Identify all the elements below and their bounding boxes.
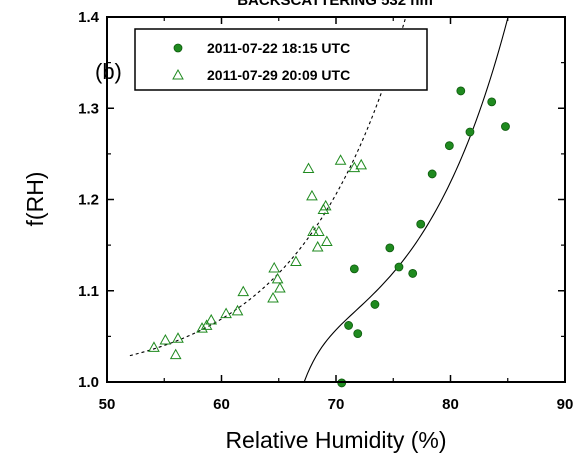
data-point-series-1 [501, 122, 510, 131]
y-tick-label: 1.0 [78, 374, 99, 391]
data-point-series-2 [172, 332, 184, 343]
data-point-series-2 [169, 348, 182, 360]
y-tick-label: 1.2 [78, 192, 99, 209]
data-point-series-1 [427, 169, 437, 179]
data-point-series-2 [237, 285, 250, 297]
data-point-series-1 [416, 219, 426, 229]
data-point-series-2 [311, 240, 324, 252]
legend-box [134, 28, 428, 91]
x-tick-label: 70 [328, 396, 345, 413]
data-point-series-1 [465, 127, 475, 137]
x-tick-label: 80 [442, 396, 459, 413]
fit-lines [129, 17, 509, 382]
data-point-series-2 [319, 199, 332, 211]
legend: 2011-07-22 18:15 UTC 2011-07-29 20:09 UT… [134, 28, 428, 91]
data-point-series-2 [268, 261, 281, 273]
legend-label-series-2: 2011-07-29 20:09 UTC [207, 67, 350, 83]
data-point-series-2 [306, 189, 318, 201]
x-tick-label: 50 [99, 396, 116, 413]
data-point-series-1 [456, 86, 466, 96]
legend-label-series-1: 2011-07-22 18:15 UTC [207, 40, 350, 56]
data-point-series-1 [353, 329, 363, 339]
axis-tick-labels: 50 60 70 80 90 1.0 1.1 1.2 1.3 1.4 [78, 9, 573, 413]
data-point-series-1 [370, 300, 380, 309]
y-axis-title: f(RH) [22, 172, 48, 227]
data-point-series-1 [487, 97, 497, 107]
data-point-series-2 [355, 158, 368, 170]
data-point-series-2 [307, 225, 319, 236]
data-point-series-2 [271, 272, 284, 284]
data-point-series-2 [159, 333, 172, 345]
x-tick-label: 90 [557, 396, 574, 413]
data-point-series-2 [267, 292, 279, 303]
chart-title: BACKSCATTERING 532 nm [237, 0, 433, 9]
legend-marker-filled-circle [173, 43, 183, 53]
data-point-series-1 [444, 141, 454, 151]
data-point-series-1 [349, 264, 359, 274]
legend-marker-open-triangle [172, 68, 184, 80]
data-point-series-2 [302, 162, 315, 173]
fit-line-series-1 [303, 17, 509, 382]
data-point-series-2 [196, 322, 208, 333]
data-point-series-1 [394, 262, 404, 272]
data-point-series-2 [205, 313, 218, 325]
data-point-series-2 [274, 281, 286, 293]
data-point-series-1 [385, 243, 395, 253]
data-point-series-2 [220, 307, 232, 319]
data-point-series-2 [312, 225, 325, 236]
data-point-series-2 [320, 235, 333, 246]
data-point-series-2 [334, 154, 347, 165]
x-tick-label: 60 [213, 396, 230, 413]
data-point-series-1 [408, 269, 418, 278]
axis-ticks [106, 16, 566, 383]
y-tick-label: 1.4 [78, 9, 100, 26]
panel-label: (b) [95, 59, 122, 84]
data-points [148, 86, 510, 388]
data-point-series-2 [231, 304, 244, 316]
data-point-series-2 [200, 319, 213, 330]
x-axis-title: Relative Humidity (%) [225, 427, 446, 453]
fit-line-series-2 [129, 17, 407, 357]
y-tick-label: 1.1 [78, 283, 99, 300]
y-tick-label: 1.3 [78, 100, 99, 117]
data-point-series-2 [148, 341, 160, 352]
data-point-series-2 [290, 255, 302, 267]
data-point-series-1 [344, 321, 353, 330]
